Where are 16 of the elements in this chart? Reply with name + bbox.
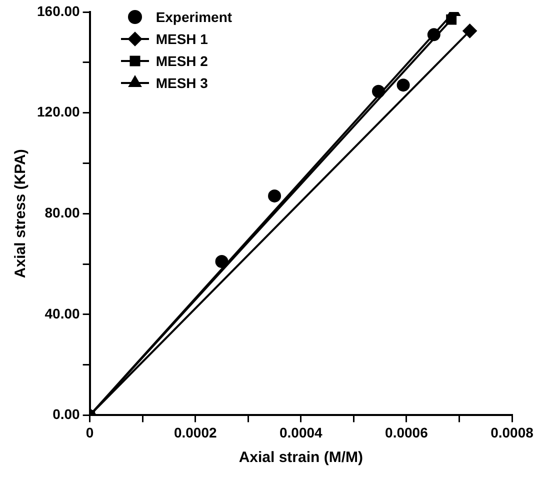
legend-label: MESH 3 <box>156 75 208 91</box>
x-tick-label: 0 <box>86 424 94 440</box>
y-tick-label: 120.00 <box>36 104 80 120</box>
y-tick-label: 80.00 <box>44 204 80 220</box>
legend-label: MESH 2 <box>156 53 208 69</box>
y-axis-title: Axial stress (KPA) <box>12 149 30 278</box>
x-tick-label: 0.0008 <box>490 424 534 440</box>
x-axis-title: Axial strain (M/M) <box>238 449 364 466</box>
y-tick-label: 160.00 <box>36 2 80 19</box>
x-tick-label: 0.0002 <box>174 424 217 440</box>
legend-label: MESH 1 <box>156 31 208 47</box>
x-tick-label: 0.0004 <box>279 424 323 440</box>
x-tick-label: 0.0006 <box>385 424 428 440</box>
y-tick-label: 40.00 <box>44 305 80 322</box>
y-tick-label: 0.00 <box>52 406 80 422</box>
legend-label: Experiment <box>156 9 232 25</box>
